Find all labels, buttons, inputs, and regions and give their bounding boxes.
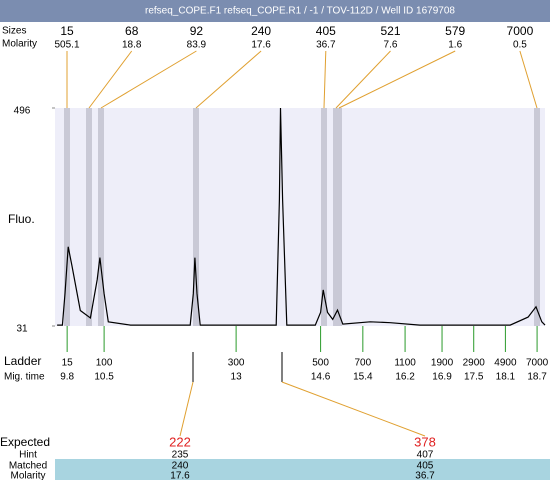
ladder-size: 15: [62, 358, 74, 369]
x-tick-label: 10.5: [94, 372, 114, 383]
ladder-size: 1100: [394, 358, 416, 369]
expected-row-label: Molarity: [10, 471, 45, 480]
peak-band: [336, 108, 342, 326]
matched-molarity: 17.6: [170, 471, 190, 480]
expected-connector: [179, 381, 194, 437]
x-tick-label: 17.5: [464, 372, 484, 383]
ladder-size: 500: [312, 358, 329, 369]
matched-band: [55, 459, 550, 480]
x-tick-label: 13: [231, 372, 243, 383]
peak-size: 68: [125, 24, 139, 38]
peak-size: 240: [251, 24, 271, 38]
y-tick-label: 31: [16, 324, 28, 335]
plot-area: [55, 108, 545, 326]
expected-row-label: Expected: [0, 435, 50, 449]
x-tick-label: 14.6: [311, 372, 331, 383]
matched-size: 405: [417, 461, 434, 472]
peak-band: [193, 108, 199, 326]
mig-time-label: Mig. time: [4, 372, 45, 383]
peak-size: 15: [60, 24, 74, 38]
x-tick-label: 18.7: [527, 372, 547, 383]
peak-band: [98, 108, 104, 326]
ladder-size: 300: [228, 358, 245, 369]
peak-molarity: 0.5: [513, 40, 527, 51]
peak-molarity: 505.1: [54, 40, 79, 51]
expected-connector: [281, 381, 426, 437]
y-axis-label: Fluo.: [8, 212, 35, 226]
x-tick-label: 16.9: [432, 372, 452, 383]
peak-molarity: 83.9: [187, 40, 207, 51]
peak-band: [64, 108, 70, 326]
peak-molarity: 7.6: [384, 40, 398, 51]
peak-connector: [335, 50, 391, 109]
peak-molarity: 36.7: [316, 40, 336, 51]
hint-size: 407: [417, 450, 434, 461]
y-tick-label: 496: [14, 106, 31, 117]
peak-connector: [519, 50, 538, 109]
peak-molarity: 18.8: [122, 40, 142, 51]
peak-size: 92: [190, 24, 204, 38]
header-bar: [0, 0, 550, 22]
header-title: refseq_COPE.F1 refseq_COPE.R1 / -1 / TOV…: [145, 6, 455, 17]
peak-connector: [100, 50, 197, 109]
expected-size: 378: [414, 434, 436, 449]
expected-row-label: Matched: [9, 461, 47, 472]
matched-molarity: 36.7: [415, 471, 435, 480]
ladder-size: 7000: [526, 358, 549, 369]
peak-band: [86, 108, 92, 326]
peak-molarity: 17.6: [251, 40, 271, 51]
peak-molarity: 1.6: [448, 40, 462, 51]
trace: [57, 107, 546, 326]
peak-size: 521: [380, 24, 400, 38]
ladder-size: 1900: [431, 358, 454, 369]
peak-band: [534, 108, 540, 326]
peak-size: 405: [316, 24, 336, 38]
peak-size: 7000: [507, 24, 534, 38]
size-row-label: Sizes: [2, 26, 26, 37]
ladder-label: Ladder: [4, 354, 41, 368]
ladder-size: 100: [96, 358, 113, 369]
ladder-size: 700: [354, 358, 371, 369]
expected-size: 222: [169, 434, 191, 449]
peak-connector: [195, 50, 262, 109]
hint-size: 235: [172, 450, 189, 461]
molarity-row-label: Molarity: [2, 39, 37, 50]
peak-connector: [338, 50, 456, 109]
matched-size: 240: [172, 461, 189, 472]
ladder-size: 2900: [463, 358, 486, 369]
peak-size: 579: [445, 24, 465, 38]
expected-row-label: Hint: [19, 450, 37, 461]
x-tick-label: 9.8: [60, 372, 74, 383]
x-tick-label: 15.4: [353, 372, 373, 383]
peak-connector: [323, 50, 327, 109]
ladder-size: 4900: [494, 358, 517, 369]
x-tick-label: 18.1: [496, 372, 516, 383]
peak-band: [321, 108, 327, 326]
x-tick-label: 16.2: [395, 372, 415, 383]
peak-connector: [88, 50, 133, 109]
